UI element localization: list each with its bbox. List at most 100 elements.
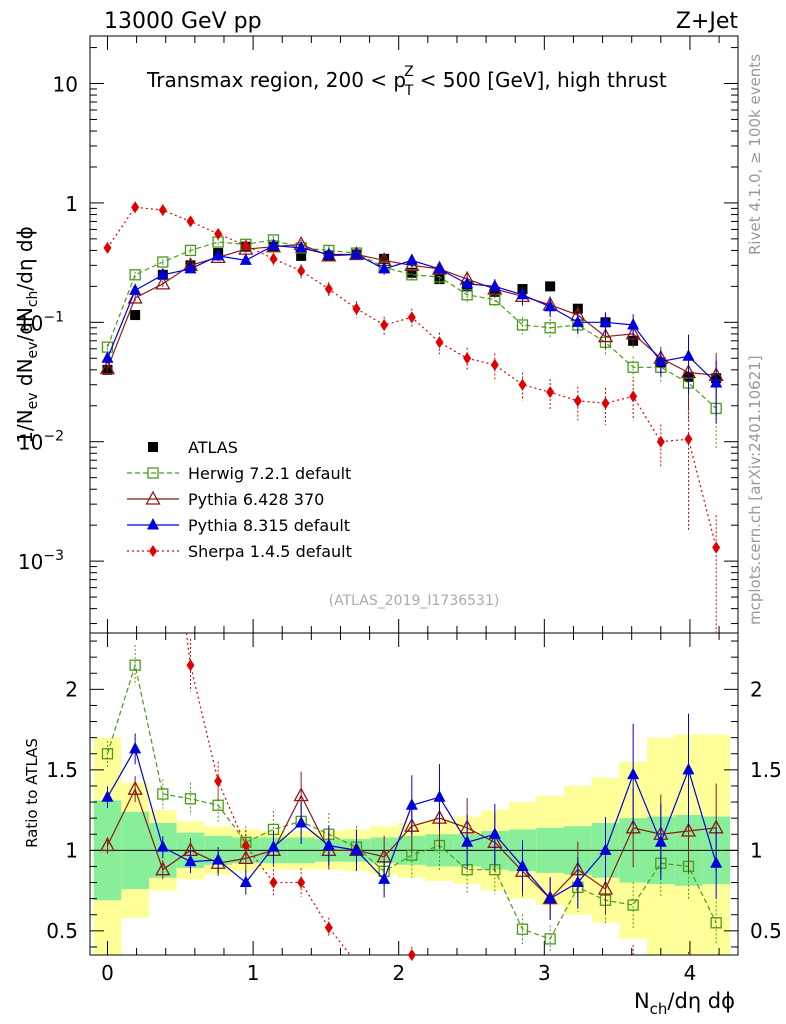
pythia-6-428-370-point (99, 360, 116, 375)
sherpa-1-4-5-default-point (463, 352, 472, 365)
ratio-xtick-label: 0 (101, 961, 114, 985)
pythia-8-315-default-point (488, 279, 501, 291)
sherpa-1-4-5-default-point (546, 386, 555, 399)
pythia-6-428-370-ratio-point (99, 837, 116, 852)
sherpa-1-4-5-default-ratio-point (241, 839, 250, 852)
ratio-ytick-label-right: 0.5 (750, 919, 782, 943)
pythia-6-428-370-point (155, 275, 171, 290)
pythia-8-315-default-ratio-point (184, 854, 197, 867)
sherpa-1-4-5-default-point (518, 378, 527, 391)
mcplots-label: mcplots.cern.ch [arXiv:2401.10621] (746, 355, 764, 625)
sherpa-1-4-5-default-point (684, 433, 693, 446)
main-ytick-label: 10−1 (18, 309, 64, 335)
herwig-7-2-1-default-ratio-point (710, 917, 722, 929)
sherpa-1-4-5-default-point (712, 541, 721, 554)
legend-pythia-6-428-370-label: Pythia 6.428 370 (188, 490, 324, 509)
sherpa-1-4-5-default-point (297, 264, 306, 277)
main-series-layer (99, 201, 724, 633)
sherpa-1-4-5-default-point (573, 394, 582, 407)
legend: ATLAS Herwig 7.2.1 default Pythia 6.428 37… (127, 438, 352, 561)
pythia-8-315-default-point (516, 287, 529, 300)
pythia-8-315-default-point (433, 261, 446, 274)
pythia-8-315-default-point (627, 317, 640, 330)
pythia-8-315-default-point (184, 261, 197, 274)
herwig-7-2-1-default-point (157, 256, 169, 268)
ratio-ytick-label-left: 0.5 (46, 919, 78, 943)
sherpa-1-4-5-default-point (380, 318, 389, 331)
herwig-7-2-1-default-ratio-point (184, 793, 197, 805)
sherpa-1-4-5-default-point (629, 390, 638, 403)
pythia-6-428-370-ratio-point (680, 822, 697, 837)
atlas-point (130, 310, 141, 321)
ratio-ytick-label-right: 1.5 (750, 758, 782, 782)
pythia-8-315-default-ratio-point (682, 762, 695, 775)
pythia-8-315-default-ratio-point (405, 798, 418, 810)
herwig-7-2-1-default-point (129, 269, 141, 281)
pythia-8-315-default-ratio-point (516, 859, 529, 871)
sherpa-1-4-5-default-point (656, 435, 665, 448)
sherpa-1-4-5-default-point (601, 397, 610, 410)
pythia-8-315-default-ratio-point (710, 856, 723, 868)
herwig-7-2-1-default-ratio-point (129, 659, 141, 671)
ratio-xtick-label: 2 (392, 961, 405, 985)
legend-sherpa-1-4-5-default-marker (149, 545, 157, 557)
pythia-8-315-default-point (405, 253, 418, 265)
sherpa-1-4-5-default-ratio-point (186, 659, 195, 672)
ratio-series-layer (99, 633, 724, 961)
ratio-axes: 2 2 1.5 1.5 1 1 0.5 0.5 0 1 2 3 4 (46, 633, 782, 985)
sherpa-1-4-5-default-ratio-point (324, 921, 333, 934)
ratio-ytick-label-left: 1 (65, 838, 78, 862)
pythia-8-315-default-point (156, 267, 169, 280)
plot-title: Transmax region, 200 < pZ T < 500 [GeV], … (146, 64, 667, 99)
pythia-8-315-default-point (239, 253, 252, 265)
pythia-8-315-default-ratio-point (544, 891, 557, 904)
header-process: Z+Jet (676, 9, 739, 34)
main-ytick-label: 10−2 (18, 429, 64, 455)
pythia-8-315-default-ratio-point (599, 843, 612, 855)
ratio-band-layer (90, 734, 738, 955)
ratio-ytick-label-right: 1 (750, 838, 763, 862)
pythia-6-428-370-ratio-point (293, 787, 309, 802)
main-ytick-label: 10 (53, 73, 78, 97)
herwig-7-2-1-default-ratio-point (101, 748, 114, 760)
pythia-8-315-default-point (682, 349, 695, 361)
pythia-6-428-370-point (625, 325, 641, 340)
pythia-6-428-370-ratio-point (127, 780, 143, 795)
pythia-8-315-default-ratio-point (654, 835, 667, 847)
pythia-6-428-370-ratio-point (238, 850, 254, 865)
pythia-8-315-default-ratio-point (101, 790, 114, 802)
pythia-8-315-default-point (599, 315, 612, 327)
legend-herwig-7-2-1-default-marker (147, 467, 159, 479)
pythia-6-428-370-ratio-point (597, 880, 614, 895)
pythia-8-315-default-point (129, 283, 142, 295)
sherpa-1-4-5-default-point (241, 239, 250, 252)
pythia-8-315-default-ratio-point (295, 815, 308, 828)
ratio-xtick-label: 1 (247, 961, 260, 985)
main-ylabel: 1/Nev dNev/dNch/dη dϕ (13, 226, 41, 444)
ratio-xlabel: Nch/dη dϕ (634, 989, 735, 1018)
main-axes: 10 1 10−1 10−2 10−3 (18, 36, 738, 633)
pythia-8-315-default-ratio-point (212, 853, 225, 865)
herwig-7-2-1-default-ratio-point (544, 933, 556, 945)
main-ytick-label: 10−3 (18, 548, 64, 574)
sherpa-1-4-5-default-point (186, 215, 195, 228)
herwig-7-2-1-default-point (516, 319, 529, 331)
pythia-8-315-default-point (212, 248, 225, 261)
header-energy: 13000 GeV pp (104, 9, 262, 34)
legend-atlas-label: ATLAS (188, 438, 238, 457)
pythia-8-315-default-ratio-point (378, 872, 391, 884)
pythia-8-315-default-point (350, 247, 363, 259)
sherpa-1-4-5-default-point (103, 241, 112, 254)
legend-pythia-8-315-default-label: Pythia 8.315 default (188, 516, 350, 535)
main-ytick-label: 1 (65, 192, 78, 216)
atlas-point (406, 267, 417, 278)
ratio-ylabel: Ratio to ATLAS (23, 738, 41, 848)
atlas-point (296, 250, 307, 261)
herwig-7-2-1-default-point (627, 361, 639, 373)
sherpa-1-4-5-default-ratio-point (214, 775, 223, 788)
ratio-ytick-label-left: 1.5 (46, 758, 78, 782)
pythia-8-315-default-ratio-point (571, 875, 584, 888)
legend-atlas-marker (148, 442, 158, 452)
pythia-8-315-default-ratio-point (488, 827, 501, 839)
sherpa-1-4-5-default-ratio-point (297, 876, 306, 889)
